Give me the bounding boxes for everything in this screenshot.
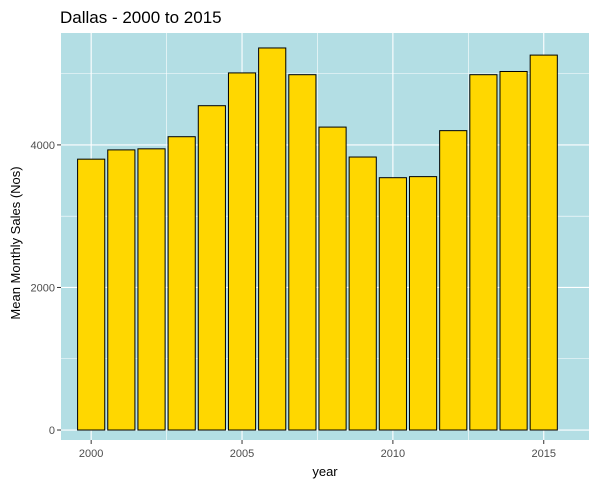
bar-2002 xyxy=(138,149,165,430)
bar-2008 xyxy=(319,127,346,430)
y-tick-label: 4000 xyxy=(31,140,55,152)
x-tick-label: 2000 xyxy=(79,448,103,460)
bar-2012 xyxy=(440,131,467,430)
bar-2011 xyxy=(409,177,436,430)
chart-title: Dallas - 2000 to 2015 xyxy=(60,8,222,27)
bar-2006 xyxy=(259,48,286,430)
bar-2007 xyxy=(289,75,316,430)
x-tick-label: 2010 xyxy=(381,448,405,460)
bar-2015 xyxy=(530,55,557,430)
bar-2013 xyxy=(470,75,497,430)
bar-2005 xyxy=(228,73,255,430)
y-axis: 0 2000 4000 xyxy=(31,140,61,437)
bar-2009 xyxy=(349,157,376,430)
x-tick-label: 2005 xyxy=(230,448,254,460)
bar-2010 xyxy=(379,178,406,430)
bar-2000 xyxy=(78,159,105,430)
bar-2004 xyxy=(198,106,225,430)
bar-2014 xyxy=(500,71,527,430)
y-tick-label: 0 xyxy=(49,425,55,437)
y-axis-title: Mean Monthly Sales (Nos) xyxy=(8,166,23,319)
bar-2003 xyxy=(168,137,195,430)
x-axis-title: year xyxy=(312,464,338,479)
x-tick-label: 2015 xyxy=(532,448,556,460)
x-axis: 2000 2005 2010 2015 xyxy=(79,440,556,460)
y-tick-label: 2000 xyxy=(31,282,55,294)
bar-2001 xyxy=(108,150,135,430)
